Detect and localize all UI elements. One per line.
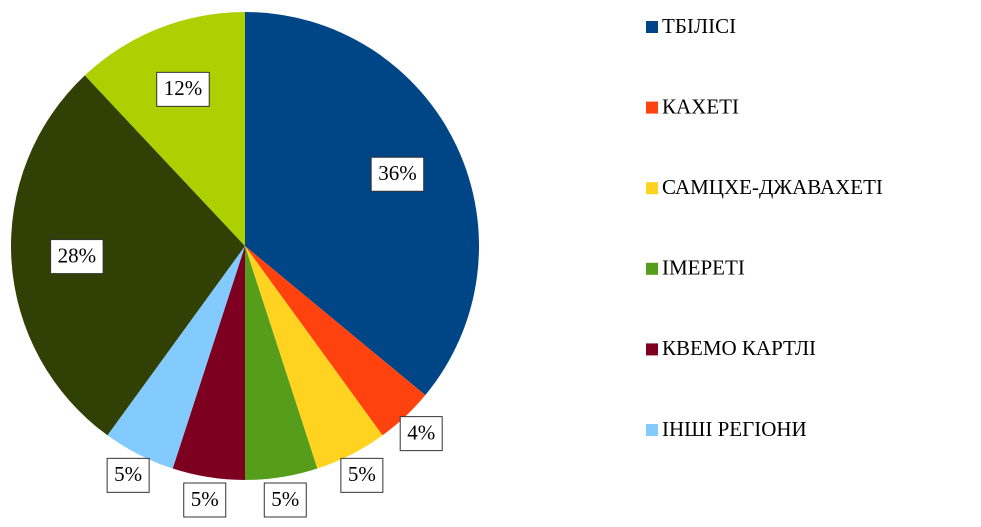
data-label-box [263, 482, 307, 518]
data-label: 5% [340, 457, 384, 493]
pie-slice [245, 246, 383, 469]
data-label-box [340, 457, 384, 493]
data-label-text: 12% [164, 76, 203, 100]
data-label-box [399, 416, 443, 452]
legend-label: ІМЕРЕТІ [662, 256, 745, 280]
pie-slice [107, 246, 245, 469]
legend-swatch [646, 182, 658, 195]
pie-slice [10, 75, 246, 436]
legend-swatch [646, 262, 658, 275]
pie-slice [245, 12, 480, 396]
data-label: 5% [263, 482, 307, 518]
legend-label: САМЦХЕ-ДЖАВАХЕТІ [662, 175, 883, 199]
data-label-box [370, 156, 425, 192]
data-label: 36% [370, 156, 425, 192]
data-label: 5% [183, 482, 227, 518]
pie-slice [172, 246, 245, 480]
pie-slice [245, 246, 426, 436]
data-label: 4% [399, 416, 443, 452]
legend-label: КАХЕТІ [662, 94, 739, 118]
pie-slice [84, 12, 245, 246]
data-label: 5% [106, 457, 150, 493]
legend-swatch [646, 21, 658, 33]
legend-label: ІНШІ РЕГІОНИ [662, 417, 807, 441]
legend-swatch [646, 101, 658, 114]
legend-swatch [646, 343, 658, 356]
legend-label: КВЕМО КАРТЛІ [662, 336, 816, 360]
data-label-text: 5% [271, 487, 299, 511]
data-label-box [106, 457, 150, 493]
data-label-text: 4% [407, 420, 435, 444]
data-label-text: 5% [191, 487, 219, 511]
data-label-box [50, 239, 104, 275]
data-label-text: 36% [378, 161, 417, 185]
data-label: 28% [50, 239, 104, 275]
data-label-text: 28% [58, 243, 97, 267]
data-label-box [156, 71, 210, 107]
data-label-text: 5% [114, 462, 142, 486]
pie-slice [245, 246, 318, 480]
data-label: 12% [156, 71, 210, 107]
legend-label: ТБІЛІСІ [662, 14, 736, 38]
data-label-text: 5% [348, 462, 376, 486]
data-label-box [183, 482, 227, 518]
legend-swatch [646, 424, 658, 436]
